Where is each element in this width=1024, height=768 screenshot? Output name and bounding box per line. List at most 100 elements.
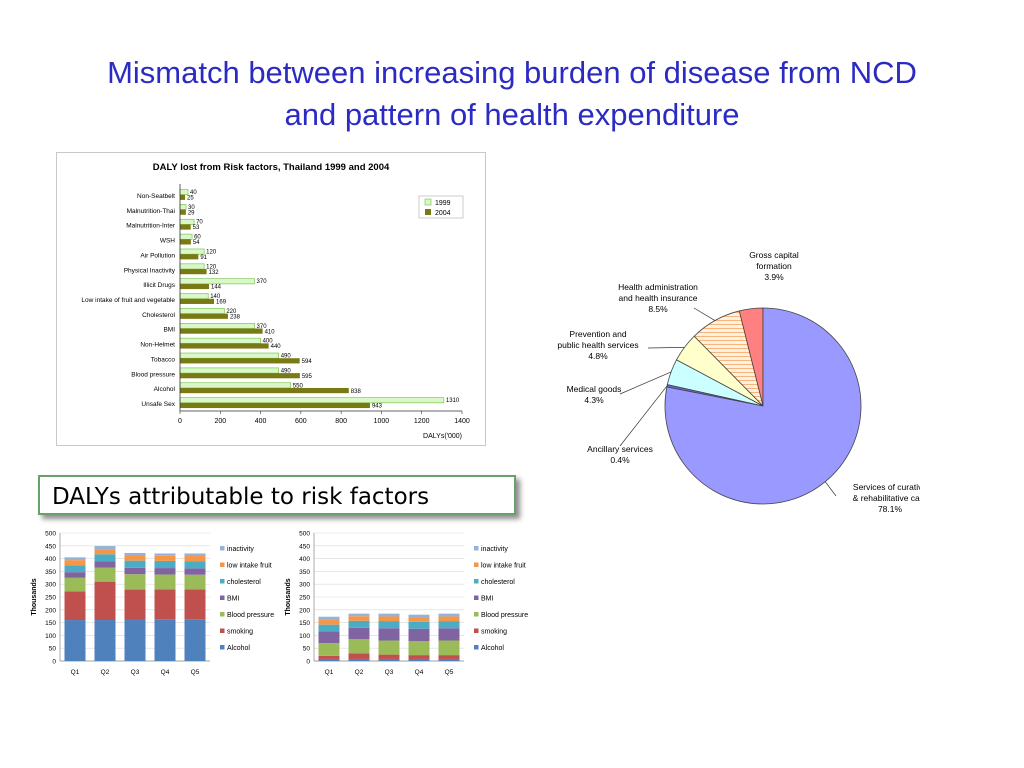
data-label-2004: 238 [230, 314, 241, 320]
legend-label: low intake fruit [227, 563, 272, 570]
legend-swatch [220, 612, 225, 617]
legend-label: low intake fruit [481, 563, 526, 570]
legend-label: BMI [481, 596, 494, 603]
y-axis-label: Thousands [31, 578, 38, 615]
y-tick-label: 50 [49, 646, 57, 653]
x-tick-label: Q2 [355, 669, 364, 676]
bar-1999 [179, 382, 292, 389]
pie-leader-line [693, 307, 716, 321]
legend-swatch [474, 645, 479, 650]
data-label-2004: 53 [193, 225, 200, 231]
stack-segment [318, 658, 340, 661]
x-tick-label: 0 [178, 418, 182, 425]
stack-segment [378, 654, 400, 659]
stack-segment [154, 560, 176, 569]
stack-segment [318, 620, 340, 625]
data-label-2004: 29 [188, 210, 195, 216]
x-tick-label: 200 [214, 418, 226, 425]
stack-segment [94, 581, 116, 621]
stack-segment [408, 641, 430, 656]
pie-label: & rehabilitative care [853, 493, 920, 503]
data-label-2004: 943 [372, 404, 383, 410]
stack-segment [348, 620, 370, 628]
data-label-2004: 144 [211, 285, 222, 291]
bar-2004 [180, 387, 349, 394]
data-label-1999: 140 [210, 294, 221, 300]
stack-segment [154, 619, 176, 661]
x-tick-label: Q1 [71, 669, 80, 676]
category-label: Unsafe Sex [141, 401, 175, 408]
category-label: BMI [163, 327, 175, 334]
chart-title: DALY lost from Risk factors, Thailand 19… [153, 162, 390, 173]
pie-slice [664, 307, 862, 505]
y-tick-label: 300 [299, 582, 310, 589]
x-tick-label: Q5 [445, 669, 454, 676]
bar-2004 [180, 313, 228, 319]
legend-swatch [474, 612, 479, 617]
stack-segment [124, 567, 146, 575]
pie-leader-line [619, 371, 672, 395]
pie-label: Ancillary services [587, 444, 653, 454]
legend-swatch [220, 645, 225, 650]
pie-label: public health services [557, 340, 638, 350]
bar-1999 [179, 248, 205, 255]
stack-segment [184, 556, 206, 562]
legend-swatch-2004 [425, 209, 431, 215]
stack-segment [124, 552, 146, 556]
bar-1999 [179, 189, 189, 195]
callout-box: DALYs attributable to risk factors [38, 475, 516, 515]
y-tick-label: 100 [45, 633, 56, 640]
x-axis-label: DALYs('000) [423, 433, 462, 440]
daly-bar-chart-frame: DALY lost from Risk factors, Thailand 19… [56, 152, 486, 446]
stack-segment [348, 616, 370, 621]
bar-1999 [179, 278, 255, 285]
y-tick-label: 450 [45, 543, 56, 550]
stack-segment [64, 591, 86, 621]
daly-bar-chart: DALY lost from Risk factors, Thailand 19… [81, 162, 470, 440]
data-label-1999: 220 [226, 309, 237, 315]
y-axis-label: Thousands [285, 578, 292, 615]
y-tick-label: 200 [299, 607, 310, 614]
bar-1999 [179, 204, 187, 210]
bar-2004 [180, 254, 199, 260]
y-tick-label: 400 [45, 556, 56, 563]
bar-1999 [179, 367, 279, 374]
pie-percent-label: 8.5% [648, 304, 668, 314]
bar-2004 [180, 269, 207, 275]
y-tick-label: 500 [45, 531, 56, 538]
x-tick-label: Q3 [131, 669, 140, 676]
stack-segment [438, 613, 460, 617]
stack-segment [154, 553, 176, 556]
stacked-chart-right: Thousands 0 50 100 150 200 250 300 350 400 450 500 Q… [285, 531, 528, 677]
y-tick-label: 350 [45, 569, 56, 576]
stack-segment [94, 561, 116, 568]
stack-segment [438, 616, 460, 622]
bar-2004 [180, 239, 191, 245]
legend-label-1999: 1999 [435, 200, 451, 207]
x-tick-label: 600 [295, 418, 307, 425]
stack-segment [154, 574, 176, 590]
stack-segment [438, 640, 460, 656]
y-tick-label: 200 [45, 607, 56, 614]
stack-segment [124, 619, 146, 661]
legend-label: Alcohol [481, 645, 504, 652]
pie-label: Gross capital [749, 250, 799, 260]
category-label: Low intake of fruit and vegetable [81, 297, 175, 304]
category-label: Tobacco [151, 356, 176, 363]
bar-2004 [180, 343, 269, 349]
stack-segment [184, 561, 206, 569]
x-tick-label: 800 [335, 418, 347, 425]
pie-leader-line [619, 385, 668, 447]
stack-segment [348, 627, 370, 640]
stack-segment [438, 621, 460, 629]
category-label: Non-Seatbelt [137, 193, 175, 200]
bar-1999 [179, 233, 193, 240]
data-label-2004: 91 [200, 255, 207, 261]
x-tick-label: Q5 [191, 669, 200, 676]
legend-label: smoking [481, 629, 507, 636]
pie-label: and health insurance [619, 293, 698, 303]
legend-swatch [220, 595, 225, 600]
x-tick-label: 1400 [454, 418, 470, 425]
stack-segment [318, 643, 340, 656]
category-label: Non-Helmet [140, 342, 175, 349]
